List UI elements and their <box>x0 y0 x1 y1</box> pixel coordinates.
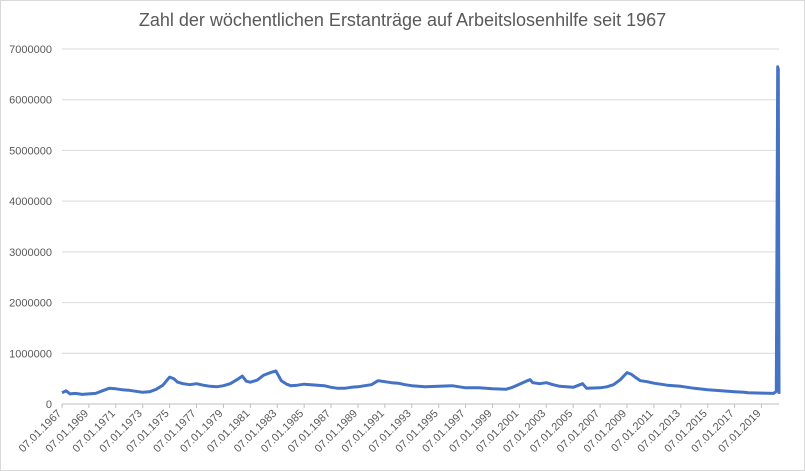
y-tick-label: 2000000 <box>9 298 52 310</box>
y-tick-label: 6000000 <box>9 95 52 107</box>
y-axis: 0 1000000 2000000 3000000 4000000 5000000 6000… <box>9 44 52 411</box>
y-tick-label: 0 <box>46 399 52 411</box>
y-tick-label: 4000000 <box>9 196 52 208</box>
y-tick-label: 1000000 <box>9 348 52 360</box>
y-tick-label: 7000000 <box>9 44 52 56</box>
series-layer <box>61 65 781 396</box>
x-axis: 07.01.196707.01.196907.01.197107.01.1973… <box>17 404 764 455</box>
chart-title: Zahl der wöchentlichen Erstanträge auf A… <box>138 10 667 30</box>
gridlines <box>62 48 779 405</box>
series-line-erstantraege <box>61 65 781 396</box>
y-tick-label: 3000000 <box>9 247 52 259</box>
y-tick-label: 5000000 <box>9 145 52 157</box>
